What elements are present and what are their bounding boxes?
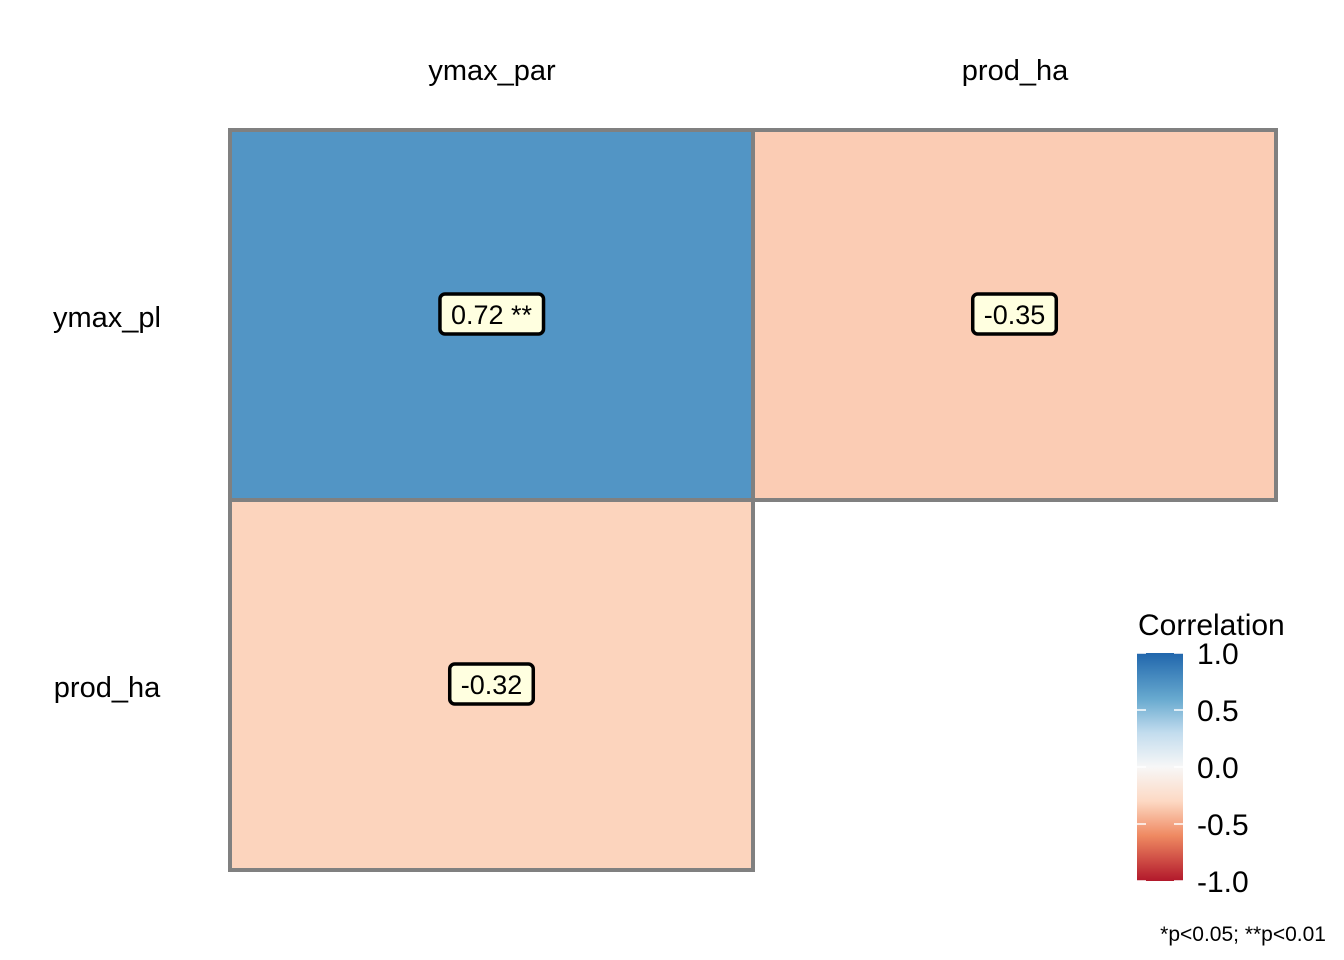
cell-label-box (970, 292, 1059, 336)
heatmap-cells (228, 128, 1278, 872)
row-label-ymax-pl: ymax_pl (53, 302, 161, 334)
column-label-ymax-par: ymax_par (428, 55, 556, 87)
cell-value-text: -0.35 (984, 300, 1046, 330)
column-label-prod-ha: prod_ha (962, 55, 1069, 87)
cell-value-label: 0.72 ** (438, 292, 546, 336)
legend: Correlation 1.0 0.5 0.0 -0.5 -1.0 (1137, 609, 1285, 899)
cell-label-box (447, 662, 536, 706)
heatmap-cell-labels: 0.72 ** -0.35 -0.32 (438, 292, 1059, 706)
legend-tick-label: 0.0 (1197, 752, 1239, 785)
cell-value-text: -0.32 (461, 670, 523, 700)
cell-value-label: -0.32 (447, 662, 536, 706)
legend-tick-label: -1.0 (1197, 866, 1249, 899)
cell-label-box (438, 292, 546, 336)
legend-tick-label: -0.5 (1197, 809, 1249, 842)
row-labels: ymax_pl prod_ha (53, 302, 161, 704)
legend-tick-label: 1.0 (1197, 638, 1239, 671)
cell-value-label: -0.35 (970, 292, 1059, 336)
cell-value-text: 0.72 ** (451, 300, 533, 330)
legend-ticks: 1.0 0.5 0.0 -0.5 -1.0 (1137, 638, 1249, 899)
significance-footnote: *p<0.05; **p<0.01 (1160, 923, 1326, 946)
legend-tick-label: 0.5 (1197, 695, 1239, 728)
legend-title: Correlation (1138, 609, 1285, 642)
column-labels: ymax_par prod_ha (428, 55, 1069, 87)
row-label-prod-ha: prod_ha (54, 672, 161, 704)
